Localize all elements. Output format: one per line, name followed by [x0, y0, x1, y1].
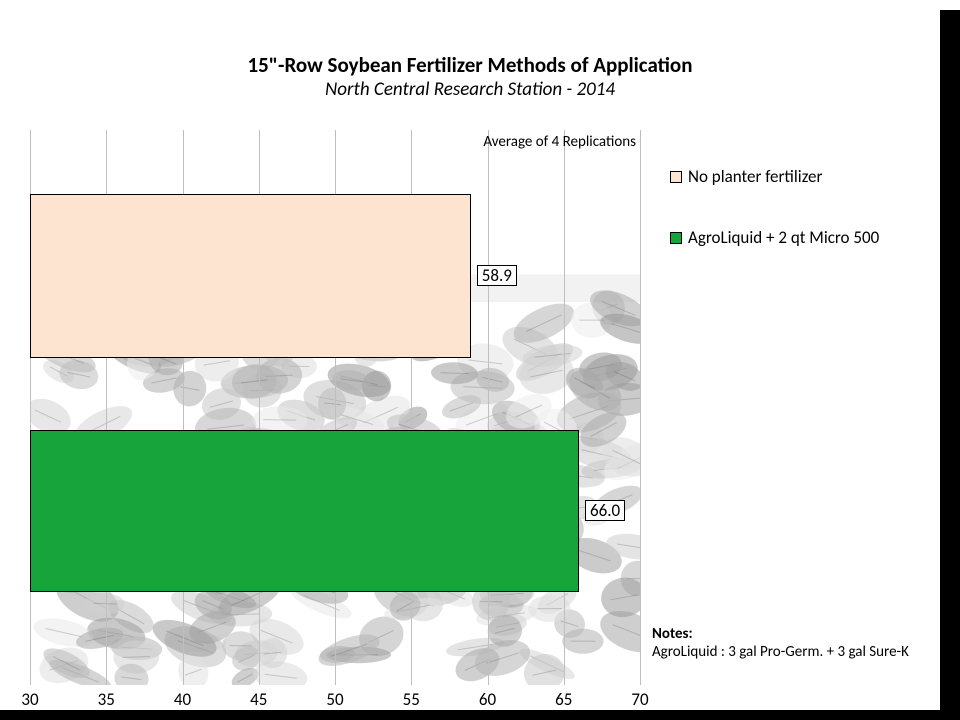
notes-block: Notes: AgroLiquid : 3 gal Pro-Germ. + 3 …	[652, 625, 909, 661]
chart-title: 15"-Row Soybean Fertilizer Methods of Ap…	[0, 52, 940, 78]
gridline	[488, 130, 489, 685]
chart-area: Average of 4 Replications 58.9 66.0	[30, 130, 640, 685]
legend-swatch-icon	[670, 171, 682, 183]
title-block: 15"-Row Soybean Fertilizer Methods of Ap…	[0, 52, 940, 101]
x-tick-label: 35	[98, 689, 115, 710]
gridline	[564, 130, 565, 685]
slide-right-border	[940, 10, 960, 720]
bar-no-planter-fertilizer	[30, 194, 471, 358]
x-tick-label: 45	[250, 689, 267, 710]
x-tick-label: 40	[174, 689, 191, 710]
bar-value-label: 58.9	[477, 265, 517, 286]
x-tick-label: 70	[631, 689, 648, 710]
legend-item-no-planter: No planter fertilizer	[670, 166, 879, 187]
notes-body: AgroLiquid : 3 gal Pro-Germ. + 3 gal Sur…	[652, 643, 909, 661]
notes-heading: Notes:	[652, 625, 909, 643]
replications-label: Average of 4 Replications	[483, 133, 636, 151]
x-tick-label: 55	[403, 689, 420, 710]
x-tick-label: 65	[555, 689, 572, 710]
chart-subtitle: North Central Research Station - 2014	[0, 78, 940, 101]
bar-agroliquid-micro500	[30, 430, 579, 593]
gridline	[640, 130, 641, 685]
bar-value-label: 66.0	[585, 500, 625, 521]
legend-label: No planter fertilizer	[688, 166, 822, 187]
slide-bottom-border	[0, 710, 960, 720]
legend-item-agroliquid: AgroLiquid + 2 qt Micro 500	[670, 227, 879, 248]
x-tick-label: 30	[21, 689, 38, 710]
legend-label: AgroLiquid + 2 qt Micro 500	[688, 227, 879, 248]
legend-swatch-icon	[670, 232, 682, 244]
legend: No planter fertilizer AgroLiquid + 2 qt …	[670, 166, 879, 288]
x-tick-label: 60	[479, 689, 496, 710]
x-tick-label: 50	[326, 689, 343, 710]
